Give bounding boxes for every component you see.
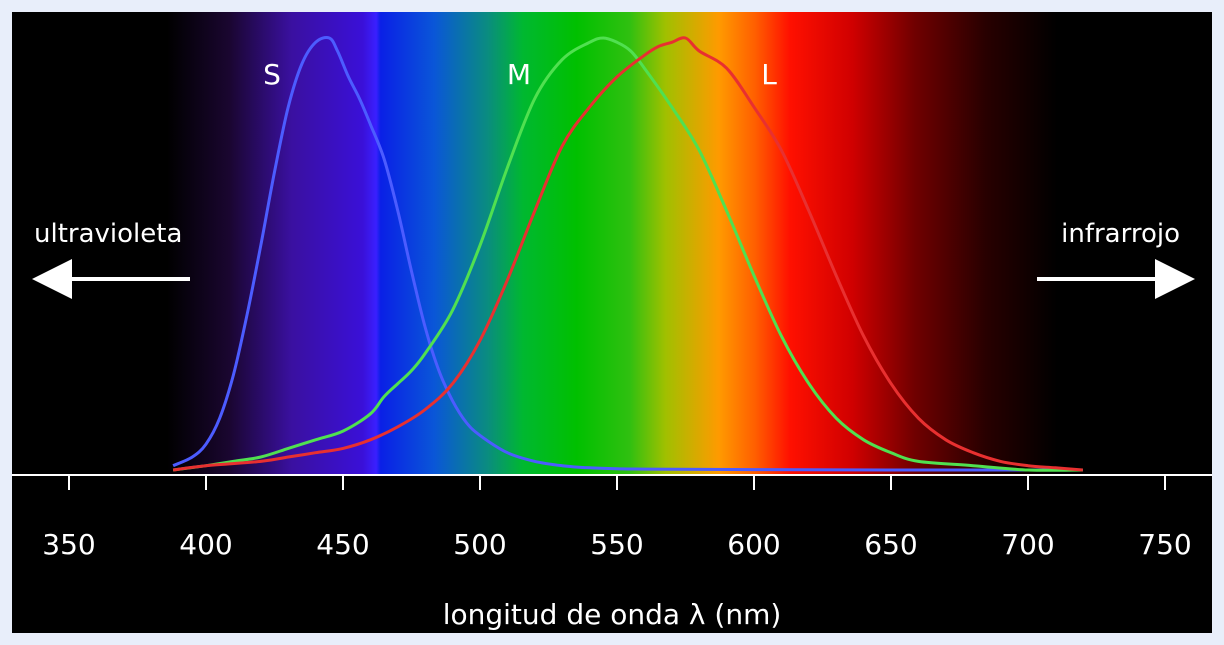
x-axis-label: longitud de onda λ (nm) xyxy=(443,598,782,631)
chart-svg: 350 400 450 500 550 600 650 700 750 S M L ultrav… xyxy=(12,12,1212,631)
series-label-m: M xyxy=(507,58,531,91)
series-label-s: S xyxy=(263,58,281,91)
x-tick-label-750: 750 xyxy=(1138,528,1191,561)
x-tick-label-650: 650 xyxy=(864,528,917,561)
x-axis-ticks: 350 400 450 500 550 600 650 700 750 xyxy=(42,475,1192,561)
x-tick-label-400: 400 xyxy=(179,528,232,561)
x-tick-label-350: 350 xyxy=(42,528,95,561)
curve-m xyxy=(172,36,1083,472)
series-label-l: L xyxy=(761,58,777,91)
sensitivity-curves xyxy=(172,35,1083,472)
infrared-label: infrarrojo xyxy=(1061,219,1180,249)
ultraviolet-label: ultravioleta xyxy=(34,219,182,249)
curve-l xyxy=(172,36,1083,472)
curve-s xyxy=(172,35,1083,472)
x-tick-label-550: 550 xyxy=(590,528,643,561)
spectrum-band xyxy=(167,12,1057,475)
x-tick-label-700: 700 xyxy=(1001,528,1054,561)
x-tick-label-450: 450 xyxy=(316,528,369,561)
x-tick-label-500: 500 xyxy=(453,528,506,561)
x-tick-label-600: 600 xyxy=(727,528,780,561)
cone-sensitivity-chart: 350 400 450 500 550 600 650 700 750 S M L ultrav… xyxy=(12,12,1212,633)
